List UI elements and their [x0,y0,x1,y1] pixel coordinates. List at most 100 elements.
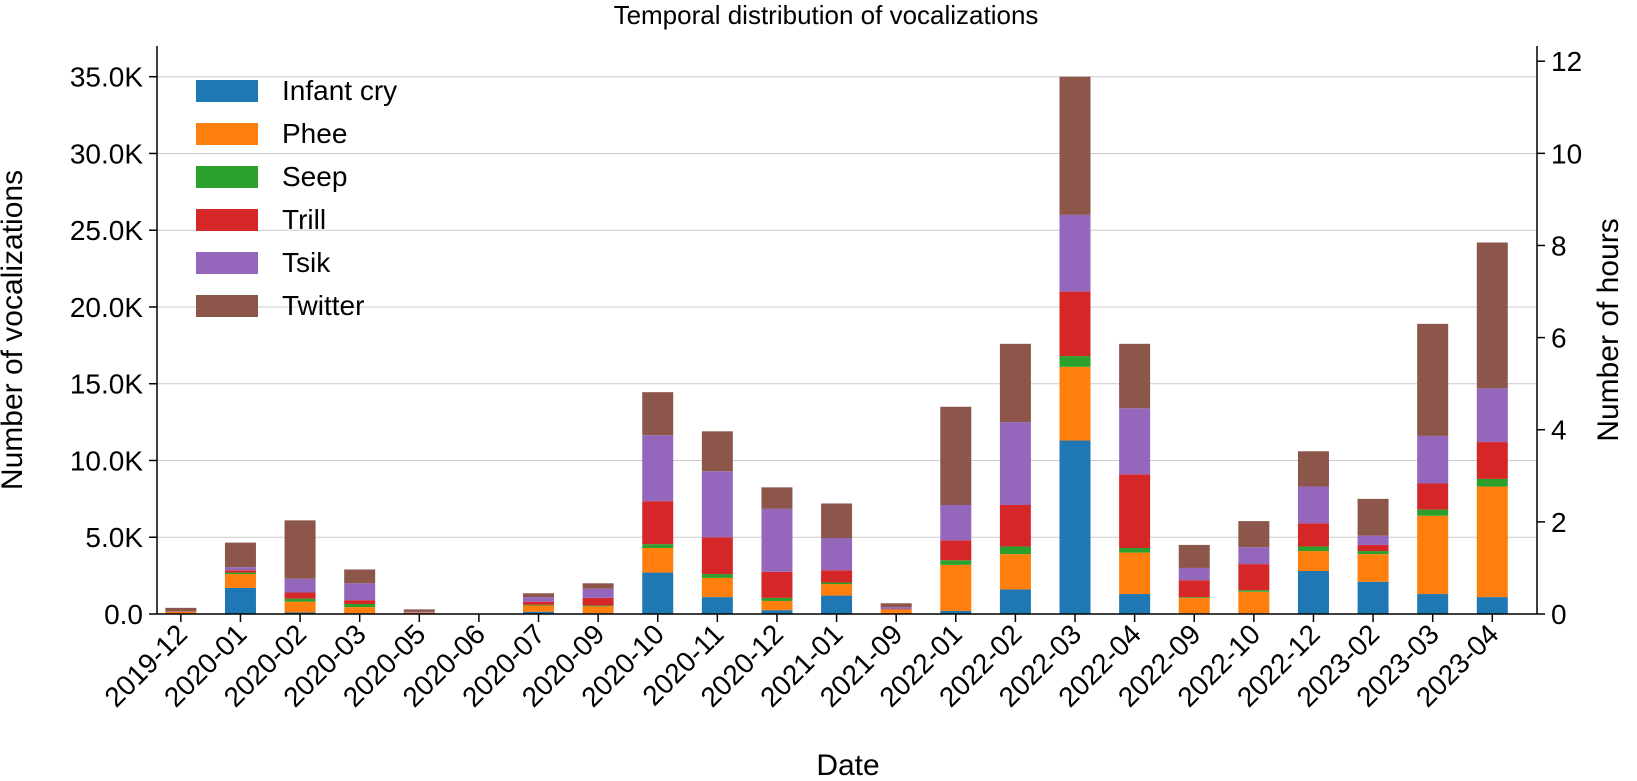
bars [165,76,1508,614]
bar-seep-2020-10 [642,544,674,548]
y-axis-label: Number of vocalizations [0,170,29,490]
bar-tsik-2021-01 [821,538,853,571]
bar-trill-2020-02 [284,592,316,599]
bar-twitter-2020-12 [761,487,793,509]
bar-trill-2020-07 [523,601,555,605]
bar-infant-cry-2020-11 [701,597,733,614]
bar-twitter-2020-07 [523,593,555,598]
bar-phee-2023-04 [1476,486,1508,598]
bar-twitter-2021-09 [880,603,912,608]
bar-seep-2020-07 [523,604,555,606]
bar-phee-2021-01 [821,584,853,596]
bar-phee-2022-12 [1297,551,1329,572]
y2-tick-label: 4 [1551,415,1567,446]
bar-tsik-2022-12 [1297,486,1329,524]
bar-infant-cry-2022-04 [1119,594,1151,614]
y-tick-label: 10.0K [70,445,143,476]
bar-phee-2020-10 [642,547,674,573]
bar-phee-2022-03 [1059,366,1091,441]
y-tick-label: 30.0K [70,138,143,169]
right-ticks: 0 2 4 6 8 10 12 [1537,46,1582,630]
y-tick-label: 5.0K [85,522,143,553]
left-ticks: 0.0 5.0K 10.0K 15.0K 20.0K 25.0K 30.0K 35.0K [70,62,157,630]
y2-tick-label: 10 [1551,138,1582,169]
y-tick-label: 25.0K [70,215,143,246]
bar-tsik-2020-09 [582,588,614,598]
bar-twitter-2022-02 [999,343,1031,423]
bar-seep-2022-03 [1059,356,1091,367]
bar-trill-2022-04 [1119,474,1151,548]
bar-phee-2020-12 [761,600,793,611]
bar-phee-2020-09 [582,606,614,614]
bar-trill-2021-01 [821,570,853,583]
y2-tick-label: 6 [1551,323,1567,354]
bar-infant-cry-2020-07 [523,611,555,614]
bar-infant-cry-2023-03 [1417,594,1449,614]
legend-swatch-tsik [196,252,258,274]
bar-twitter-2020-03 [344,569,376,584]
bar-seep-2022-01 [940,560,972,565]
bar-infant-cry-2020-02 [284,612,316,614]
bar-trill-2022-01 [940,540,972,561]
bar-trill-2022-03 [1059,291,1091,357]
bar-twitter-2020-05 [403,609,435,612]
y-tick-label: 20.0K [70,292,143,323]
bar-phee-2019-12 [165,612,197,614]
bar-trill-2020-09 [582,597,614,606]
bar-seep-2020-01 [224,572,256,575]
legend-label: Phee [282,118,347,149]
bar-twitter-2023-02 [1357,498,1389,536]
bar-phee-2020-02 [284,601,316,613]
bar-seep-2022-10 [1238,590,1270,592]
bar-phee-2022-01 [940,564,972,611]
bar-twitter-2021-01 [821,503,853,539]
legend-swatch-phee [196,123,258,145]
bar-trill-2020-10 [642,501,674,545]
bar-infant-cry-2022-02 [999,589,1031,614]
bar-seep-2022-04 [1119,547,1151,553]
legend-label: Twitter [282,290,364,321]
legend-label: Trill [282,204,326,235]
legend-label: Infant cry [282,75,397,106]
bar-infant-cry-2020-01 [224,587,256,614]
bar-twitter-2023-04 [1476,242,1508,389]
bar-twitter-2019-12 [165,607,197,612]
bar-twitter-2022-04 [1119,343,1151,409]
bar-twitter-2022-03 [1059,76,1091,215]
bar-twitter-2020-09 [582,583,614,589]
bar-seep-2022-12 [1297,546,1329,552]
bar-infant-cry-2021-01 [821,595,853,614]
gridlines [157,76,1537,538]
y-tick-label: 15.0K [70,369,143,400]
bar-infant-cry-2022-12 [1297,571,1329,614]
bar-phee-2022-09 [1178,597,1210,614]
bar-infant-cry-2023-02 [1357,581,1389,614]
bar-seep-2023-02 [1357,551,1389,555]
bar-seep-2022-02 [999,546,1031,555]
bar-trill-2021-09 [880,608,912,610]
bar-phee-2020-01 [224,574,256,588]
bar-twitter-2022-09 [1178,544,1210,568]
bar-seep-2022-09 [1178,597,1210,598]
bar-phee-2021-09 [880,609,912,614]
bar-seep-2023-03 [1417,509,1449,516]
bar-tsik-2022-04 [1119,408,1151,475]
bar-tsik-2020-03 [344,583,376,601]
bar-trill-2022-10 [1238,564,1270,591]
bar-trill-2023-02 [1357,544,1389,552]
bar-tsik-2020-10 [642,435,674,502]
chart-title: Temporal distribution of vocalizations [614,0,1039,30]
bar-seep-2020-02 [284,598,316,602]
bar-infant-cry-2020-10 [642,572,674,614]
y2-tick-label: 0 [1551,599,1567,630]
bar-trill-2020-12 [761,571,793,598]
y-tick-label: 35.0K [70,62,143,93]
y2-tick-label: 2 [1551,507,1567,538]
bar-tsik-2020-01 [224,567,256,571]
bar-trill-2022-09 [1178,580,1210,598]
bar-seep-2020-03 [344,604,376,608]
bar-tsik-2022-01 [940,505,972,541]
y2-tick-label: 12 [1551,46,1582,77]
bar-seep-2021-01 [821,582,853,585]
